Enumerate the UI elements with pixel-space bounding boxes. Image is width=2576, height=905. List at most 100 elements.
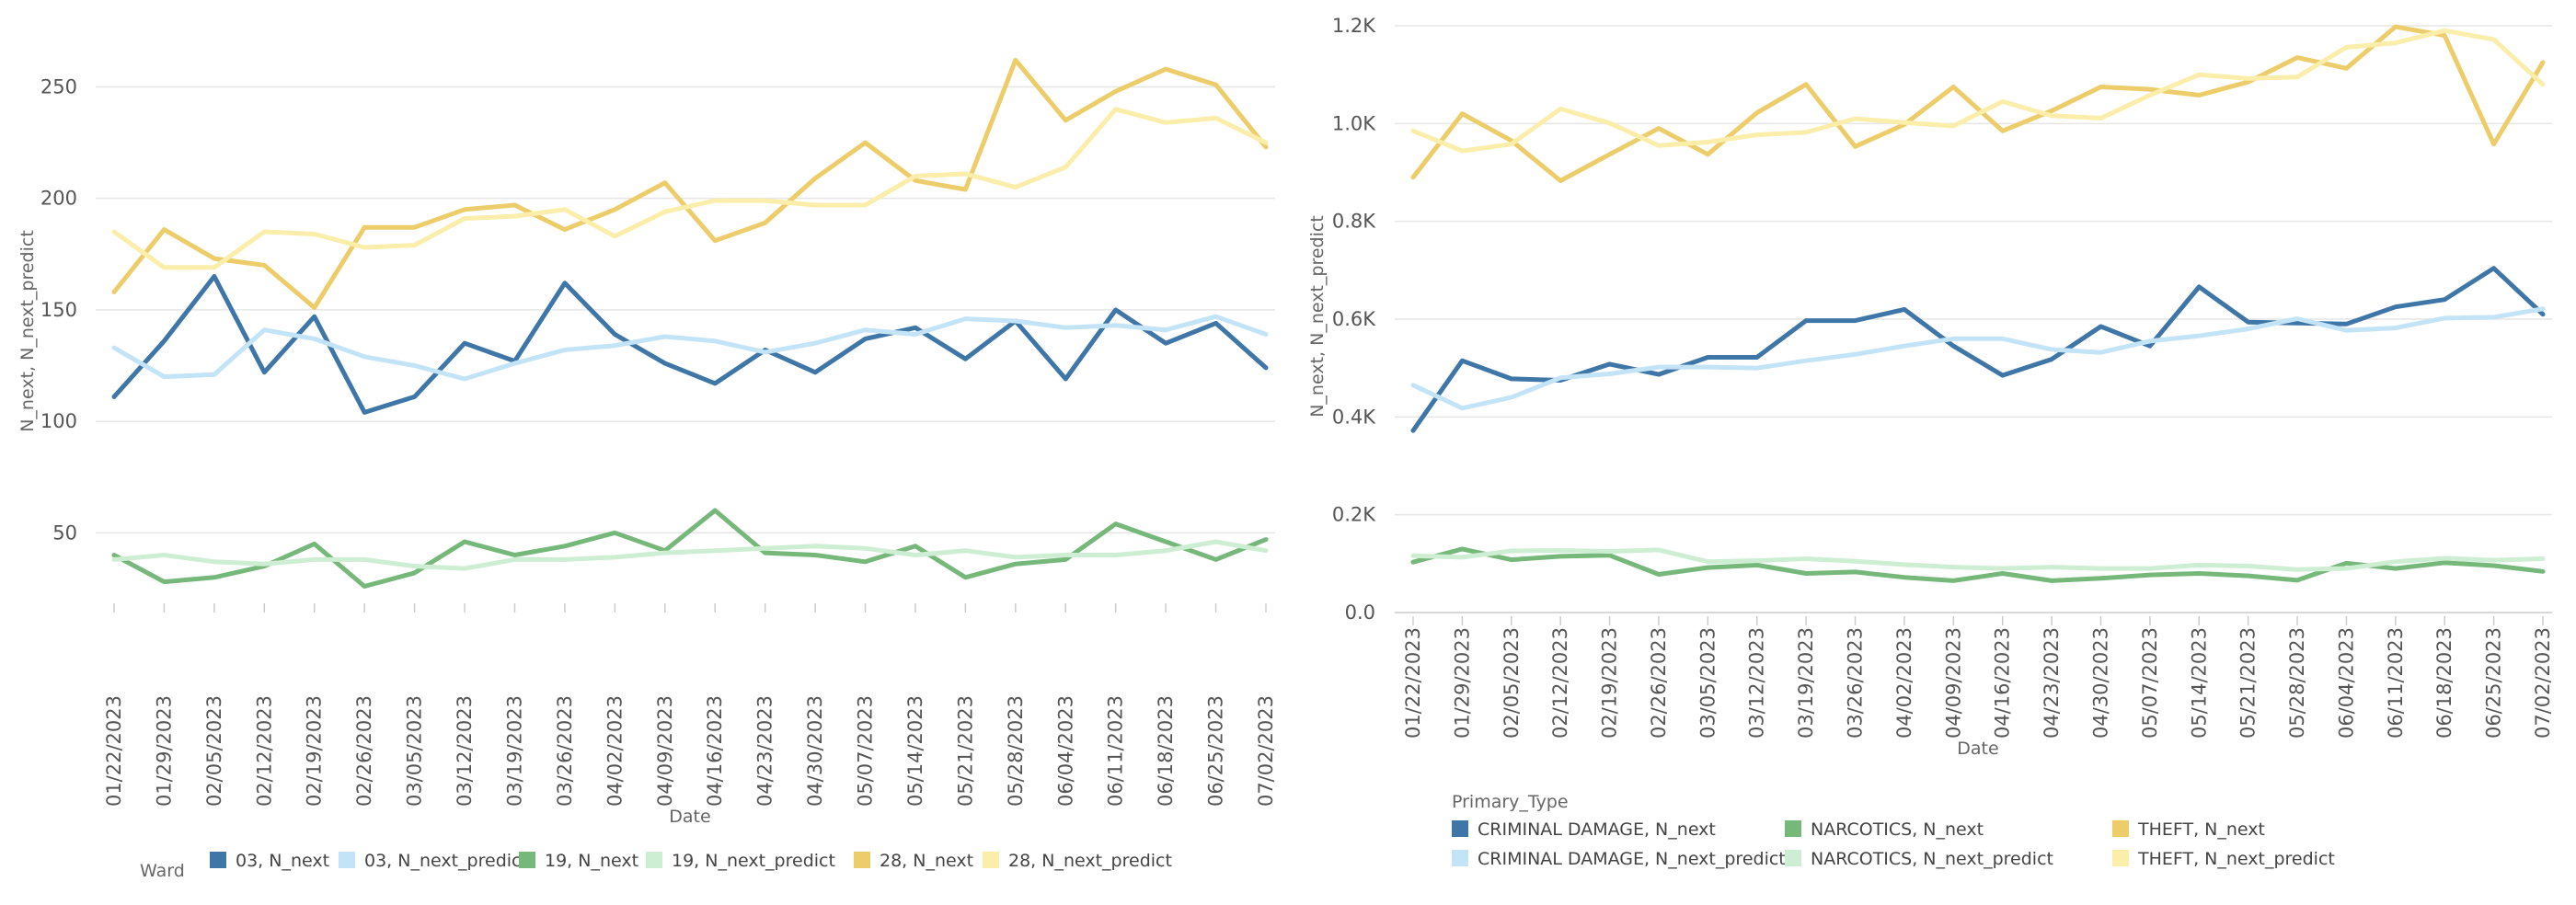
- y-tick-label: 0.8K: [1332, 211, 1376, 233]
- series-line-2[interactable]: [111, 508, 1269, 589]
- x-tick-label: 05/07/2023: [2139, 627, 2161, 739]
- legend-swatch[interactable]: [210, 852, 226, 868]
- y-tick-label: 0.0: [1345, 601, 1375, 624]
- x-axis-title: Date: [669, 807, 710, 827]
- x-tick-label: 03/26/2023: [1845, 627, 1867, 739]
- x-axis-title: Date: [1957, 739, 1998, 759]
- legend-label[interactable]: THEFT, N_next: [2137, 819, 2265, 840]
- x-tick-label: 02/19/2023: [1599, 627, 1621, 739]
- ward-line-chart: 50 100 150 200 250 01/22/2023 01/29/2023 02/05…: [17, 57, 1277, 881]
- legend-label[interactable]: THEFT, N_next_predict: [2137, 849, 2335, 869]
- legend-label[interactable]: CRIMINAL DAMAGE, N_next: [1478, 819, 1716, 840]
- y-tick-label: 250: [40, 75, 77, 97]
- y-tick-label: 0.2K: [1332, 504, 1376, 526]
- x-tick-label: 05/07/2023: [855, 695, 877, 807]
- x-tick-label: 06/04/2023: [2335, 627, 2357, 739]
- x-tick-label: 06/04/2023: [1054, 695, 1076, 807]
- x-tick-label: 03/12/2023: [454, 695, 476, 807]
- x-tick-label: 02/26/2023: [1648, 627, 1670, 739]
- y-tick-label: 1.0K: [1332, 112, 1376, 134]
- x-tick-label: 05/21/2023: [2237, 627, 2260, 739]
- series-line-2[interactable]: [1410, 546, 2546, 583]
- legend-swatch[interactable]: [2112, 820, 2129, 837]
- legend-label[interactable]: 28, N_next: [880, 851, 973, 871]
- x-tick-label: 06/18/2023: [1155, 695, 1177, 807]
- x-tick-label: 01/29/2023: [153, 695, 175, 807]
- x-tick-label: 04/30/2023: [2089, 627, 2111, 739]
- primary-type-line-chart: 0.0 0.2K 0.4K 0.6K 0.8K 1.0K 1.2K 01/22/2023 01…: [1307, 15, 2554, 869]
- series-line-0[interactable]: [1410, 266, 2546, 433]
- x-tick-label: 03/19/2023: [1795, 627, 1817, 739]
- legend-title: Primary_Type: [1452, 792, 1569, 812]
- y-tick-label: 150: [40, 299, 77, 321]
- x-tick-label: 06/25/2023: [1205, 695, 1227, 807]
- x-tick-label: 02/12/2023: [253, 695, 275, 807]
- legend-label[interactable]: NARCOTICS, N_next: [1811, 819, 1984, 840]
- legend-swatch[interactable]: [1452, 850, 1468, 866]
- x-tick-label: 05/14/2023: [904, 695, 926, 807]
- y-tick-label: 100: [40, 410, 77, 432]
- legend-swatch[interactable]: [646, 852, 662, 868]
- x-tick-label: 03/05/2023: [1696, 627, 1719, 739]
- legend-swatch[interactable]: [2112, 850, 2129, 866]
- y-tick-label: 0.6K: [1332, 308, 1376, 330]
- x-tick-label: 06/18/2023: [2433, 627, 2455, 739]
- x-tick-label: 06/25/2023: [2483, 627, 2505, 739]
- legend-swatch[interactable]: [339, 852, 355, 868]
- series-line-3[interactable]: [111, 539, 1269, 571]
- x-tick-label: 02/05/2023: [1501, 627, 1523, 739]
- series-line-0[interactable]: [111, 274, 1269, 415]
- x-tick-label: 06/11/2023: [1105, 695, 1127, 807]
- y-tick-label: 200: [40, 188, 77, 210]
- x-tick-label: 03/05/2023: [404, 695, 426, 807]
- legend-swatch[interactable]: [519, 852, 535, 868]
- y-tick-label: 1.2K: [1332, 15, 1376, 37]
- x-tick-label: 01/22/2023: [103, 695, 125, 807]
- series-line-4[interactable]: [111, 57, 1269, 310]
- x-tick-label: 05/14/2023: [2188, 627, 2210, 739]
- x-tick-label: 04/23/2023: [754, 695, 776, 807]
- legend-label[interactable]: 03, N_next: [236, 851, 329, 871]
- series-line-1[interactable]: [111, 314, 1269, 382]
- x-tick-label: 07/02/2023: [1255, 695, 1277, 807]
- x-tick-label: 04/16/2023: [1992, 627, 2014, 739]
- x-tick-label: 04/30/2023: [804, 695, 826, 807]
- legend-swatch[interactable]: [983, 852, 999, 868]
- x-tick-label: 04/02/2023: [1893, 627, 1915, 739]
- series-line-4[interactable]: [1410, 24, 2546, 183]
- x-tick-label: 06/11/2023: [2385, 627, 2407, 739]
- legend-label[interactable]: 19, N_next_predict: [672, 851, 835, 871]
- x-tick-label: 01/29/2023: [1451, 627, 1473, 739]
- legend-swatch[interactable]: [1452, 820, 1468, 837]
- series-line-3[interactable]: [1410, 547, 2546, 572]
- x-tick-label: 07/02/2023: [2532, 627, 2554, 739]
- x-tick-label: 03/12/2023: [1746, 627, 1768, 739]
- x-tick-label: 04/02/2023: [604, 695, 626, 807]
- x-tick-label: 03/26/2023: [554, 695, 576, 807]
- x-tick-label: 05/28/2023: [1005, 695, 1027, 807]
- series-line-1[interactable]: [1410, 306, 2546, 411]
- y-tick-label: 50: [52, 521, 77, 544]
- x-tick-label: 04/09/2023: [654, 695, 676, 807]
- x-tick-label: 02/05/2023: [203, 695, 225, 807]
- legend-label[interactable]: CRIMINAL DAMAGE, N_next_predict: [1478, 849, 1786, 869]
- legend-label[interactable]: 19, N_next: [545, 851, 638, 871]
- x-tick-label: 01/22/2023: [1402, 627, 1424, 739]
- legend-swatch[interactable]: [1785, 850, 1801, 866]
- legend-label[interactable]: 03, N_next_predict: [364, 851, 528, 871]
- series-line-5[interactable]: [1410, 28, 2546, 154]
- y-axis-title: N_next, N_next_predict: [1307, 215, 1328, 418]
- legend-title: Ward: [140, 861, 185, 881]
- y-tick-label: 0.4K: [1332, 406, 1376, 428]
- x-tick-label: 03/19/2023: [503, 695, 525, 807]
- legend-swatch[interactable]: [854, 852, 870, 868]
- x-tick-label: 05/28/2023: [2286, 627, 2308, 739]
- series-line-5[interactable]: [111, 107, 1269, 270]
- x-tick-label: 04/23/2023: [2041, 627, 2063, 739]
- x-tick-label: 02/19/2023: [304, 695, 326, 807]
- x-tick-label: 05/21/2023: [954, 695, 976, 807]
- legend-label[interactable]: 28, N_next_predict: [1008, 851, 1172, 871]
- legend-swatch[interactable]: [1785, 820, 1801, 837]
- legend-label[interactable]: NARCOTICS, N_next_predict: [1811, 849, 2053, 869]
